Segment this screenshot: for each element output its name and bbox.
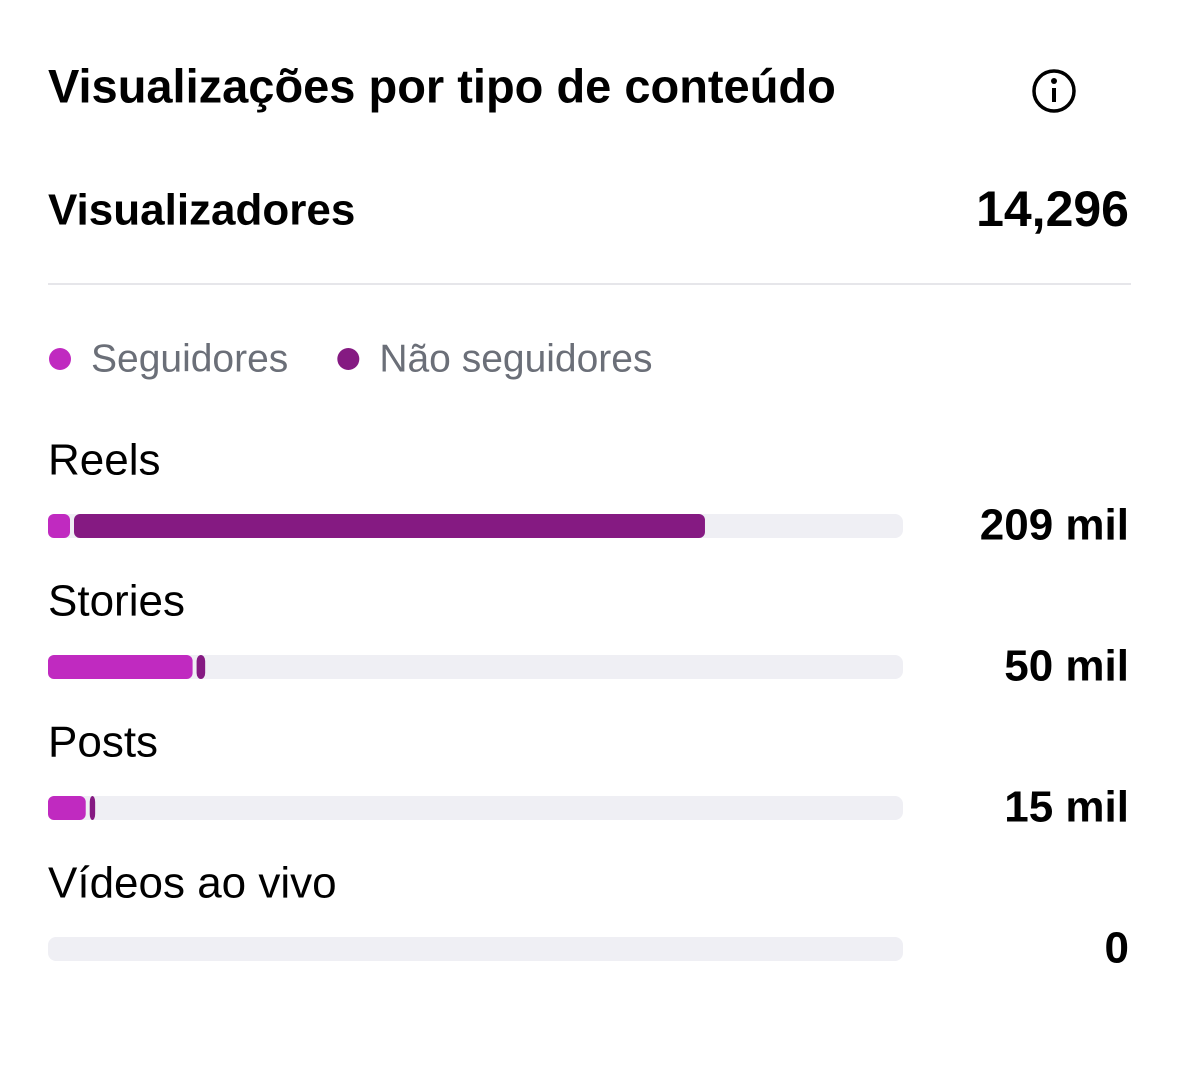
legend-dot [337, 348, 360, 370]
bar-segment [48, 655, 193, 679]
bar-segment [196, 655, 206, 679]
bar-track [48, 655, 903, 679]
info-circle [1032, 69, 1076, 113]
bar-track [48, 796, 903, 820]
legend-label: Seguidores [91, 337, 288, 380]
category-label: Posts [48, 718, 158, 767]
category-label: Stories [48, 577, 185, 626]
bar-segment [89, 796, 96, 820]
legend-label: Não seguidores [379, 337, 652, 380]
info-icon[interactable] [1032, 69, 1076, 113]
bar-segment [48, 514, 71, 538]
info-dot [1051, 78, 1057, 84]
legend-dot [49, 348, 71, 370]
bar-segment [48, 796, 86, 820]
summary-label: Visualizadores [48, 186, 355, 235]
value-label: 50 mil [1004, 642, 1129, 691]
chart-title: Visualizações por tipo de conteúdo [48, 59, 836, 112]
bar-segment [74, 514, 705, 538]
value-label: 15 mil [1004, 783, 1129, 832]
value-label: 0 [1105, 924, 1129, 973]
category-label: Vídeos ao vivo [48, 859, 337, 908]
value-label: 209 mil [980, 501, 1129, 550]
summary-value: 14,296 [976, 181, 1129, 237]
bar-track [48, 937, 903, 961]
category-label: Reels [48, 436, 161, 485]
